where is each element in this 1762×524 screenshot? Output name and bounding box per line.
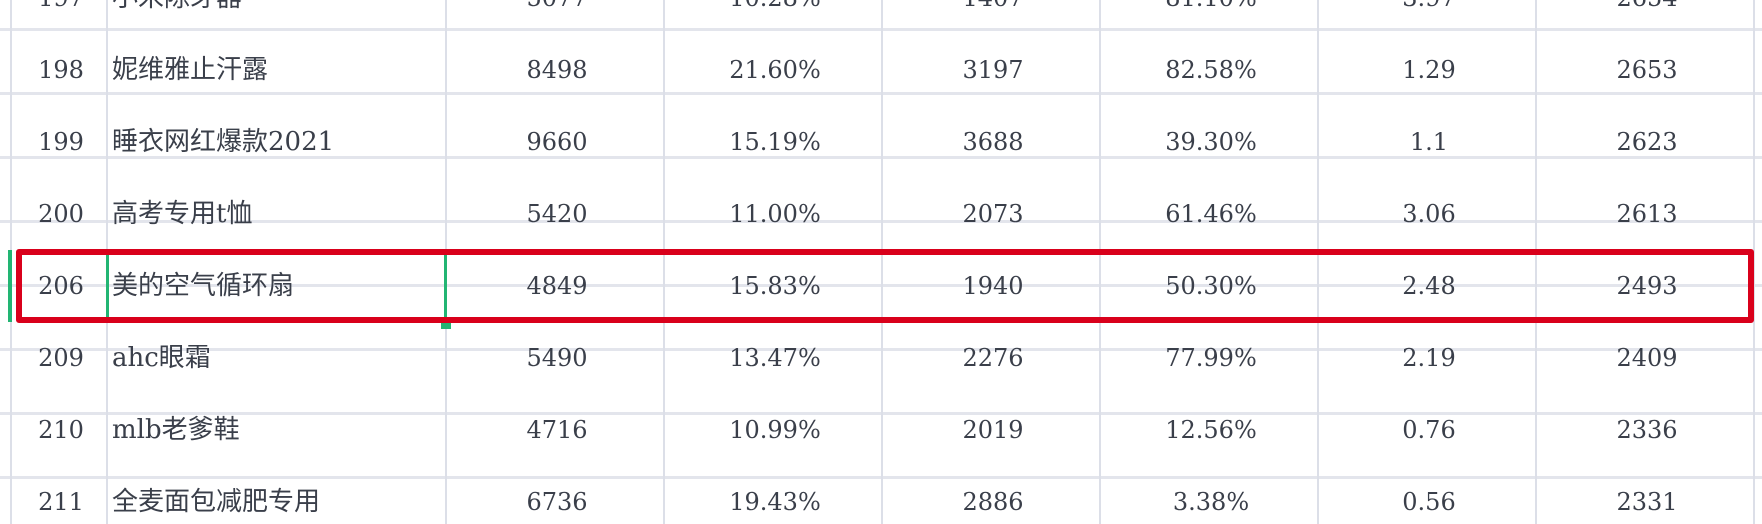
column-divider	[1099, 0, 1101, 524]
value-cell[interactable]: 5077	[449, 0, 665, 36]
value-cell[interactable]: 3197	[962, 56, 1024, 84]
value-cell[interactable]: 4849	[526, 272, 588, 300]
row-index-cell[interactable]: 210	[38, 416, 84, 444]
percent-cell[interactable]: 15.83%	[729, 272, 821, 300]
table-row: 211 全麦面包减肥专用 6736 19.43% 2886 3.38% 0.56…	[0, 468, 1762, 524]
table-row: 199 睡衣网红爆款2021 9660 15.19% 3688 39.30% 1…	[0, 108, 1762, 180]
row-index-cell[interactable]: 211	[38, 488, 84, 516]
ratio-cell[interactable]: 0.76	[1402, 416, 1456, 444]
value-cell[interactable]: 2276	[962, 344, 1024, 372]
column-divider	[663, 0, 665, 524]
value-cell[interactable]: 8498	[526, 56, 588, 84]
column-divider	[1317, 0, 1319, 524]
value-cell[interactable]: 5420	[526, 200, 588, 228]
value-cell[interactable]: 1407	[885, 0, 1101, 36]
value-cell[interactable]: 2331	[1616, 488, 1678, 516]
percent-cell[interactable]: 12.56%	[1165, 416, 1257, 444]
row-index-cell[interactable]: 199	[38, 128, 84, 156]
row-index-cell[interactable]: 206	[38, 272, 84, 300]
percent-cell[interactable]: 11.00%	[729, 200, 821, 228]
active-cell-border	[106, 252, 447, 322]
table-row: 200 高考专用t恤 5420 11.00% 2073 61.46% 3.06 …	[0, 180, 1762, 252]
value-cell[interactable]: 5490	[526, 344, 588, 372]
percent-cell[interactable]: 81.10%	[1103, 0, 1319, 36]
value-cell[interactable]: 2654	[1539, 0, 1755, 36]
percent-cell[interactable]: 77.99%	[1165, 344, 1257, 372]
value-cell[interactable]: 2653	[1616, 56, 1678, 84]
ratio-cell[interactable]: 2.48	[1402, 272, 1456, 300]
percent-cell[interactable]: 19.43%	[729, 488, 821, 516]
ratio-cell[interactable]: 2.19	[1402, 344, 1456, 372]
ratio-cell[interactable]: 1.29	[1402, 56, 1456, 84]
keyword-cell-active[interactable]: 美的空气循环扇	[112, 271, 295, 301]
percent-cell[interactable]: 21.60%	[729, 56, 821, 84]
value-cell[interactable]: 6736	[526, 488, 588, 516]
value-cell[interactable]: 2409	[1616, 344, 1678, 372]
keyword-cell[interactable]: 睡衣网红爆款2021	[112, 127, 335, 157]
ratio-cell[interactable]: 3.97	[1321, 0, 1537, 36]
value-cell[interactable]: 3688	[962, 128, 1024, 156]
value-cell[interactable]: 2493	[1616, 272, 1678, 300]
percent-cell[interactable]: 10.99%	[729, 416, 821, 444]
table-row: 198 妮维雅止汗露 8498 21.60% 3197 82.58% 1.29 …	[0, 36, 1762, 108]
value-cell[interactable]: 2886	[962, 488, 1024, 516]
keyword-cell[interactable]: 妮维雅止汗露	[112, 55, 269, 85]
keyword-cell[interactable]: 高考专用t恤	[112, 199, 253, 229]
row-highlight-box	[16, 249, 1754, 323]
percent-cell[interactable]: 3.38%	[1172, 488, 1250, 516]
column-divider	[1535, 0, 1537, 524]
percent-cell[interactable]: 50.30%	[1165, 272, 1257, 300]
keyword-cell[interactable]: 全麦面包减肥专用	[112, 487, 321, 517]
selected-row-marker	[8, 250, 12, 322]
value-cell[interactable]: 2073	[962, 200, 1024, 228]
value-cell[interactable]: 4716	[526, 416, 588, 444]
percent-cell[interactable]: 13.47%	[729, 344, 821, 372]
row-index-cell[interactable]: 198	[38, 56, 84, 84]
percent-cell[interactable]: 61.46%	[1165, 200, 1257, 228]
keyword-cell[interactable]: 小米除牙器	[112, 0, 442, 36]
value-cell[interactable]: 9660	[526, 128, 588, 156]
value-cell[interactable]: 2019	[962, 416, 1024, 444]
row-index-cell[interactable]: 200	[38, 200, 84, 228]
keyword-cell[interactable]: mlb老爹鞋	[112, 415, 240, 445]
ratio-cell[interactable]: 0.56	[1402, 488, 1456, 516]
ratio-cell[interactable]: 1.1	[1409, 128, 1449, 156]
percent-cell[interactable]: 10.28%	[667, 0, 883, 36]
value-cell[interactable]: 2613	[1616, 200, 1678, 228]
percent-cell[interactable]: 15.19%	[729, 128, 821, 156]
fill-handle[interactable]	[441, 322, 451, 329]
value-cell[interactable]: 1940	[962, 272, 1024, 300]
percent-cell[interactable]: 82.58%	[1165, 56, 1257, 84]
value-cell[interactable]: 2336	[1616, 416, 1678, 444]
percent-cell[interactable]: 39.30%	[1165, 128, 1257, 156]
row-index-cell[interactable]: 209	[38, 344, 84, 372]
table-row: 197 小米除牙器 5077 10.28% 1407 81.10% 3.97 2…	[0, 0, 1762, 36]
keyword-cell[interactable]: ahc眼霜	[112, 343, 211, 373]
column-divider	[1753, 0, 1755, 524]
table-row: 209 ahc眼霜 5490 13.47% 2276 77.99% 2.19 2…	[0, 324, 1762, 396]
column-divider	[881, 0, 883, 524]
row-index-cell[interactable]: 197	[14, 0, 108, 36]
ratio-cell[interactable]: 3.06	[1402, 200, 1456, 228]
value-cell[interactable]: 2623	[1616, 128, 1678, 156]
table-row: 210 mlb老爹鞋 4716 10.99% 2019 12.56% 0.76 …	[0, 396, 1762, 468]
table-row-selected: 206 美的空气循环扇 4849 15.83% 1940 50.30% 2.48…	[0, 252, 1762, 324]
